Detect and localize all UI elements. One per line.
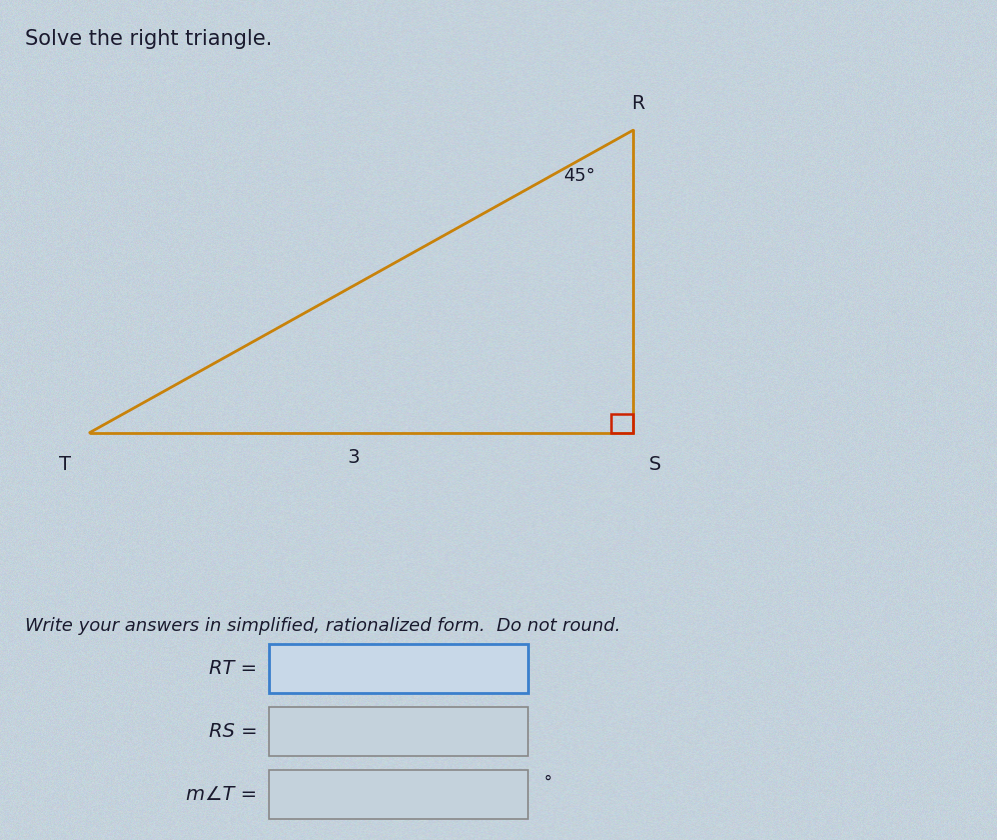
- Text: RT =: RT =: [209, 659, 257, 678]
- Text: RS =: RS =: [208, 722, 257, 741]
- Text: T: T: [59, 455, 71, 474]
- Text: Write your answers in simplified, rationalized form.  Do not round.: Write your answers in simplified, ration…: [25, 617, 620, 635]
- Bar: [611, 414, 633, 433]
- Text: m∠T =: m∠T =: [186, 785, 257, 804]
- Text: 45°: 45°: [563, 167, 595, 186]
- Text: R: R: [631, 94, 645, 113]
- Bar: [269, 644, 528, 693]
- Text: °: °: [543, 774, 551, 791]
- Bar: [269, 770, 528, 819]
- Bar: [269, 707, 528, 756]
- Text: S: S: [649, 455, 661, 474]
- Text: 3: 3: [348, 449, 360, 467]
- Text: Solve the right triangle.: Solve the right triangle.: [25, 29, 272, 50]
